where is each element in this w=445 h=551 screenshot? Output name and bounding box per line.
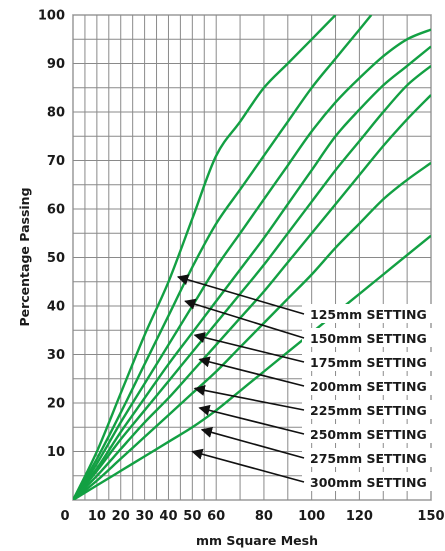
- y-tick-label: 70: [47, 154, 65, 169]
- series-label-bg: [302, 448, 433, 467]
- series-line-1: [73, 15, 337, 500]
- series-line-5: [73, 64, 431, 500]
- y-tick-label: 60: [47, 203, 65, 218]
- series-arrow-5: [193, 384, 305, 411]
- y-tick-label: 80: [47, 106, 65, 121]
- series-arrow-7: [200, 426, 305, 459]
- series-lines: [73, 15, 431, 500]
- series-arrow-3: [193, 332, 305, 363]
- series-label-3: 175mm SETTING: [310, 355, 427, 370]
- x-tick-label: 150: [417, 509, 444, 524]
- y-tick-label: 40: [47, 300, 65, 315]
- series-arrow-2: [184, 298, 305, 339]
- x-tick-label: 10: [88, 509, 106, 524]
- series-line-4: [73, 45, 431, 500]
- series-label-1: 125mm SETTING: [310, 307, 427, 322]
- y-tick-label: 100: [38, 9, 65, 24]
- x-tick-label: 0: [60, 509, 69, 524]
- series-label-2: 150mm SETTING: [310, 331, 427, 346]
- series-line-2: [73, 15, 373, 500]
- x-tick-label: 120: [346, 509, 373, 524]
- series-arrow-6: [198, 404, 305, 435]
- series-line-8: [73, 234, 431, 500]
- x-tick-label: 20: [112, 509, 130, 524]
- series-line-6: [73, 94, 431, 500]
- x-tick-label: 100: [298, 509, 325, 524]
- x-axis-title: mm Square Mesh: [196, 533, 318, 548]
- y-tick-label: 30: [47, 348, 65, 363]
- y-tick-label: 10: [47, 445, 65, 460]
- series-label-6: 250mm SETTING: [310, 427, 427, 442]
- series-label-4: 200mm SETTING: [310, 379, 427, 394]
- series-labels: 125mm SETTING 150mm SETTING 175mm SETTING 2…: [176, 274, 433, 491]
- y-tick-label: 20: [47, 397, 65, 412]
- series-label-8: 300mm SETTING: [310, 475, 427, 490]
- y-tick-label: 50: [47, 251, 65, 266]
- series-label-bg: [302, 424, 433, 443]
- series-arrow-1: [176, 274, 305, 315]
- y-axis-title: Percentage Passing: [17, 187, 32, 326]
- y-axis-ticks: 10 20 30 40 50 60 70 80 90 100: [38, 9, 65, 461]
- series-label-bg: [302, 376, 433, 395]
- x-tick-label: 30: [136, 509, 154, 524]
- x-tick-label: 50: [183, 509, 201, 524]
- series-label-bg: [302, 352, 433, 371]
- series-arrow-4: [198, 356, 305, 387]
- x-tick-label: 80: [255, 509, 273, 524]
- x-tick-label: 40: [159, 509, 177, 524]
- x-tick-label: 60: [207, 509, 225, 524]
- series-line-7: [73, 161, 431, 500]
- series-label-7: 275mm SETTING: [310, 451, 427, 466]
- y-tick-label: 90: [47, 57, 65, 72]
- series-label-bg: [302, 400, 433, 419]
- series-label-bg: [302, 472, 433, 491]
- series-label-5: 225mm SETTING: [310, 403, 427, 418]
- series-label-bg: [302, 328, 433, 347]
- series-line-3: [73, 28, 431, 500]
- series-arrow-8: [191, 448, 305, 483]
- x-axis-ticks: 0 10 20 30 40 50 60 80 100 120 150: [60, 509, 444, 524]
- series-label-bg: [302, 304, 433, 323]
